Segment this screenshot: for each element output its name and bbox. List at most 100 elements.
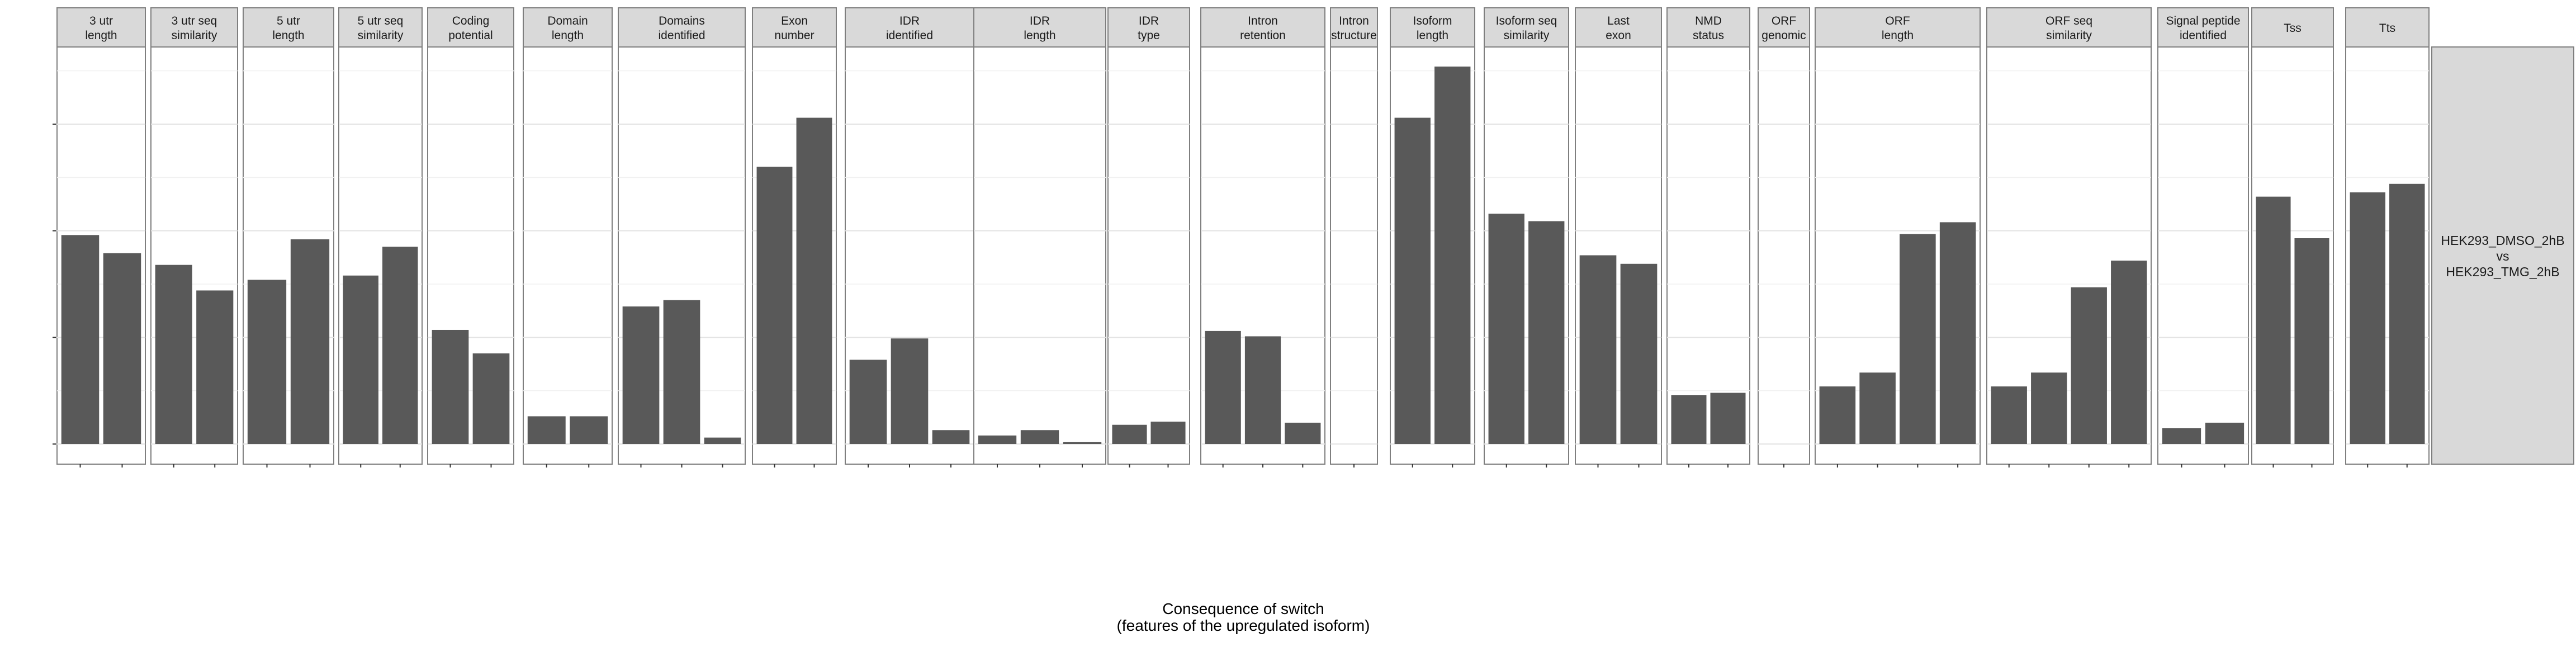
bar-21-1 (2294, 238, 2329, 444)
facet-title: ORF (1772, 15, 1796, 27)
facet-strip (845, 7, 974, 48)
bar-5-1 (570, 416, 608, 444)
facet-title: identified (658, 29, 705, 42)
bar-14-1 (1528, 221, 1565, 444)
facet-strip (2251, 7, 2334, 48)
bar-2-1 (290, 239, 330, 444)
facet-title: Coding (452, 15, 490, 27)
bar-8-1 (891, 338, 929, 444)
facet-title: structure (1331, 29, 1377, 42)
facet-title: similarity (1504, 29, 1550, 42)
facet-strip (427, 7, 514, 48)
bar-6-1 (663, 300, 700, 444)
bar-8-0 (849, 360, 887, 444)
facet-title: status (1693, 29, 1724, 42)
facet-strip (618, 7, 746, 48)
bar-20-1 (2205, 422, 2244, 444)
row-strip (2431, 46, 2574, 465)
bar-3-0 (343, 275, 378, 444)
facet-title: similarity (2046, 29, 2092, 42)
facet-strip (1390, 7, 1475, 48)
facet-title: IDR (1139, 15, 1159, 27)
bar-15-0 (1579, 255, 1617, 444)
facet-title: NMD (1695, 15, 1722, 27)
facet-title: identified (886, 29, 933, 42)
bar-5-0 (527, 416, 566, 444)
facet-panel (973, 46, 1106, 465)
bar-6-2 (704, 437, 741, 444)
facet-strip (1575, 7, 1662, 48)
facet-title: number (774, 29, 814, 42)
facet-panel (1330, 46, 1378, 465)
facet-title: Tts (2379, 22, 2395, 35)
facet-panel (1107, 46, 1190, 465)
bar-1-1 (196, 290, 234, 444)
bar-11-0 (1205, 330, 1241, 444)
bar-19-2 (2071, 287, 2107, 444)
bar-19-3 (2111, 261, 2147, 444)
facet-title: Intron (1248, 15, 1278, 27)
bar-21-0 (2256, 196, 2291, 444)
facet-title: Signal peptide (2166, 15, 2240, 27)
row-strip-label: HEK293_DMSO_2hB (2441, 233, 2564, 248)
facet-title: 3 utr seq (172, 15, 217, 27)
facet-title: length (552, 29, 584, 42)
facet-title: 5 utr seq (358, 15, 404, 27)
facet-title: Isoform seq (1496, 15, 1557, 27)
row-strip-label: HEK293_TMG_2hB (2446, 265, 2559, 279)
bar-8-2 (932, 430, 970, 444)
facet-strip (1200, 7, 1325, 48)
facet-title: Isoform (1413, 15, 1452, 27)
facet-title: Last (1607, 15, 1630, 27)
facet-strip (973, 7, 1106, 48)
facet-title: 3 utr (89, 15, 113, 27)
facet-title: length (85, 29, 117, 42)
bar-10-0 (1112, 424, 1147, 444)
facet-title: Domains (659, 15, 705, 27)
bar-19-1 (2031, 372, 2067, 444)
facet-title: type (1138, 29, 1160, 42)
facet-panel (1758, 46, 1810, 465)
bar-0-1 (103, 253, 141, 444)
bar-7-0 (756, 167, 793, 444)
bar-0-0 (61, 235, 100, 444)
facet-strip (1815, 7, 1981, 48)
bar-4-0 (432, 329, 469, 444)
facet-strip (2345, 7, 2430, 48)
bar-4-1 (472, 353, 510, 444)
facet-title: retention (1240, 29, 1286, 42)
bar-19-0 (1991, 386, 2027, 444)
facet-title: length (272, 29, 304, 42)
x-axis-title: (features of the upregulated isoform) (1117, 617, 1370, 634)
facet-title: length (1417, 29, 1448, 42)
facet-title: exon (1606, 29, 1631, 42)
facet-title: ORF (1885, 15, 1910, 27)
facet-title: genomic (1761, 29, 1806, 42)
bar-18-2 (1900, 234, 1936, 444)
bar-16-0 (1671, 395, 1707, 444)
bar-9-1 (1020, 430, 1059, 444)
facet-title: Domain (547, 15, 588, 27)
bar-7-1 (796, 117, 832, 444)
facet-strip (1484, 7, 1569, 48)
bar-3-1 (382, 247, 418, 444)
facet-title: Exon (781, 15, 808, 27)
facet-title: IDR (899, 15, 920, 27)
facet-title: IDR (1030, 15, 1050, 27)
bar-16-1 (1710, 393, 1746, 444)
facet-title: 5 utr (277, 15, 300, 27)
bar-14-0 (1488, 214, 1524, 444)
facet-strip (56, 7, 146, 48)
facet-strip (338, 7, 423, 48)
facet-title: similarity (358, 29, 404, 42)
bar-9-2 (1063, 442, 1102, 444)
facet-strip (2157, 7, 2249, 48)
bar-6-0 (622, 306, 660, 444)
bar-2-0 (247, 280, 287, 444)
facet-strip (523, 7, 613, 48)
facet-strip (1666, 7, 1750, 48)
bar-20-0 (2162, 428, 2201, 444)
bar-11-1 (1244, 336, 1281, 444)
facet-strip (752, 7, 837, 48)
